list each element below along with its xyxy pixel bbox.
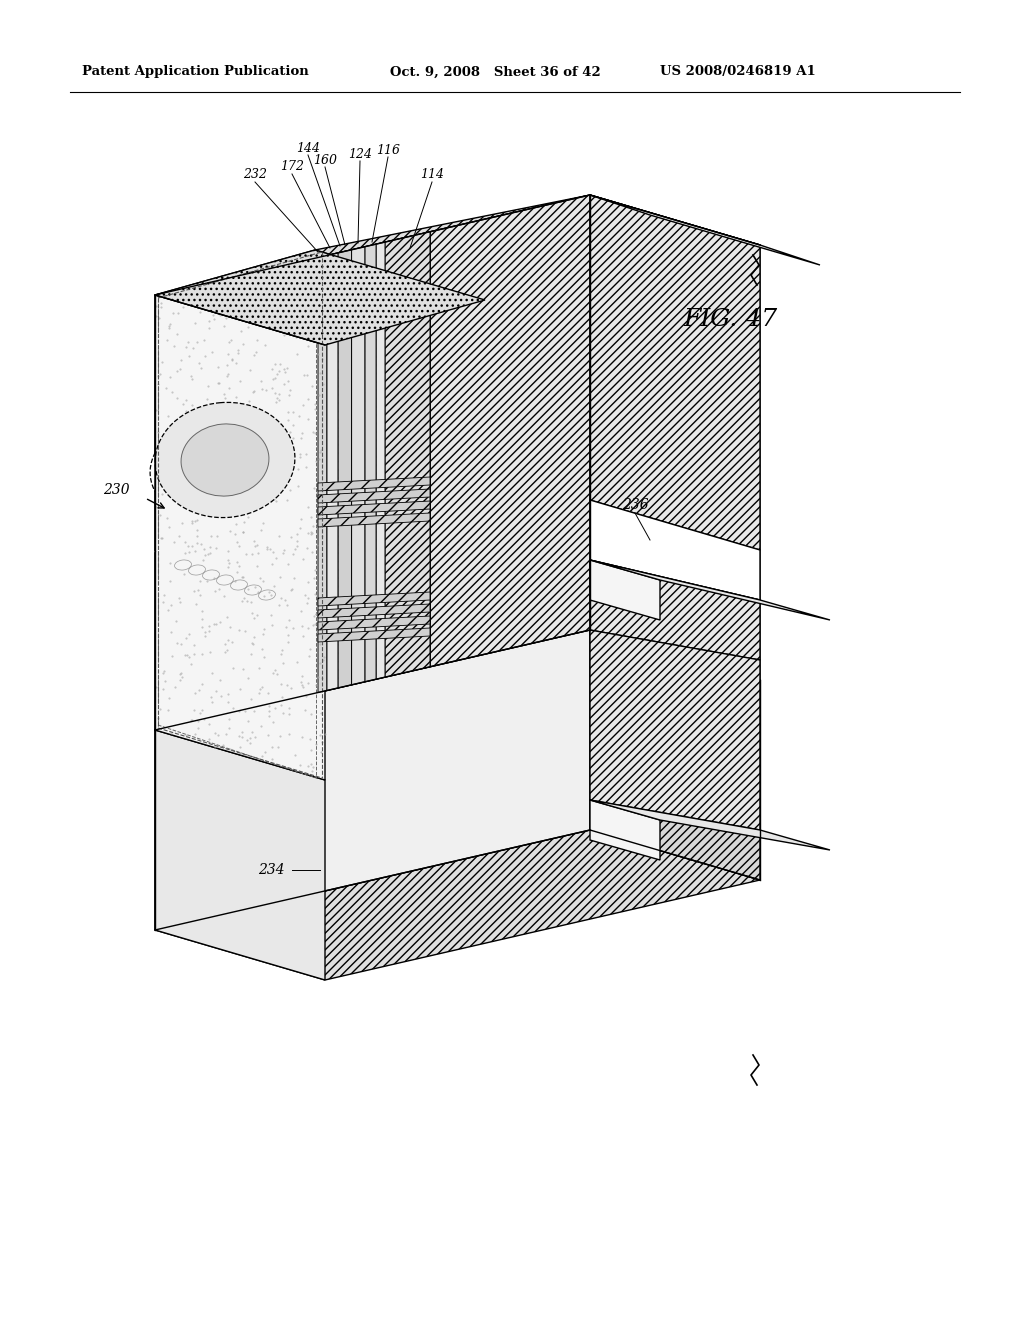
Text: 124: 124 <box>348 148 372 161</box>
Text: US 2008/0246819 A1: US 2008/0246819 A1 <box>660 66 816 78</box>
Polygon shape <box>155 630 760 780</box>
Text: 234: 234 <box>258 863 285 876</box>
Polygon shape <box>318 232 430 693</box>
Polygon shape <box>155 294 325 780</box>
Polygon shape <box>365 244 376 681</box>
Polygon shape <box>590 630 760 830</box>
Polygon shape <box>590 560 830 620</box>
Polygon shape <box>318 616 430 630</box>
Polygon shape <box>318 591 430 606</box>
Text: Oct. 9, 2008   Sheet 36 of 42: Oct. 9, 2008 Sheet 36 of 42 <box>390 66 601 78</box>
Polygon shape <box>155 249 485 345</box>
Text: FIG. 47: FIG. 47 <box>683 309 777 331</box>
Polygon shape <box>155 195 760 345</box>
Polygon shape <box>327 253 338 690</box>
Polygon shape <box>325 246 760 780</box>
Text: 230: 230 <box>103 483 130 498</box>
Text: 232: 232 <box>243 169 267 181</box>
Polygon shape <box>318 605 430 618</box>
Polygon shape <box>385 232 430 677</box>
Polygon shape <box>430 195 590 667</box>
Text: 236: 236 <box>622 498 648 512</box>
Ellipse shape <box>155 403 295 517</box>
Polygon shape <box>590 560 760 660</box>
Polygon shape <box>318 477 430 491</box>
Text: Patent Application Publication: Patent Application Publication <box>82 66 309 78</box>
Polygon shape <box>590 560 660 620</box>
Polygon shape <box>318 256 327 693</box>
Text: 116: 116 <box>376 144 400 157</box>
Polygon shape <box>590 800 660 861</box>
Polygon shape <box>155 630 590 931</box>
Ellipse shape <box>175 440 255 500</box>
Polygon shape <box>590 195 820 265</box>
Polygon shape <box>318 502 430 515</box>
Polygon shape <box>318 488 430 503</box>
Polygon shape <box>338 249 351 688</box>
Polygon shape <box>318 513 430 527</box>
Text: 160: 160 <box>313 153 337 166</box>
Polygon shape <box>590 630 760 880</box>
Polygon shape <box>351 247 365 685</box>
Polygon shape <box>155 249 485 345</box>
Ellipse shape <box>151 420 280 520</box>
Ellipse shape <box>181 424 269 496</box>
Polygon shape <box>376 242 385 680</box>
Text: 144: 144 <box>296 141 319 154</box>
Text: 172: 172 <box>280 161 304 173</box>
Polygon shape <box>155 294 325 780</box>
Polygon shape <box>318 628 430 642</box>
Polygon shape <box>590 195 760 550</box>
Polygon shape <box>315 195 760 300</box>
Polygon shape <box>590 500 760 601</box>
Polygon shape <box>155 830 760 979</box>
Polygon shape <box>590 800 830 850</box>
Text: 114: 114 <box>420 169 444 181</box>
Polygon shape <box>155 730 325 979</box>
